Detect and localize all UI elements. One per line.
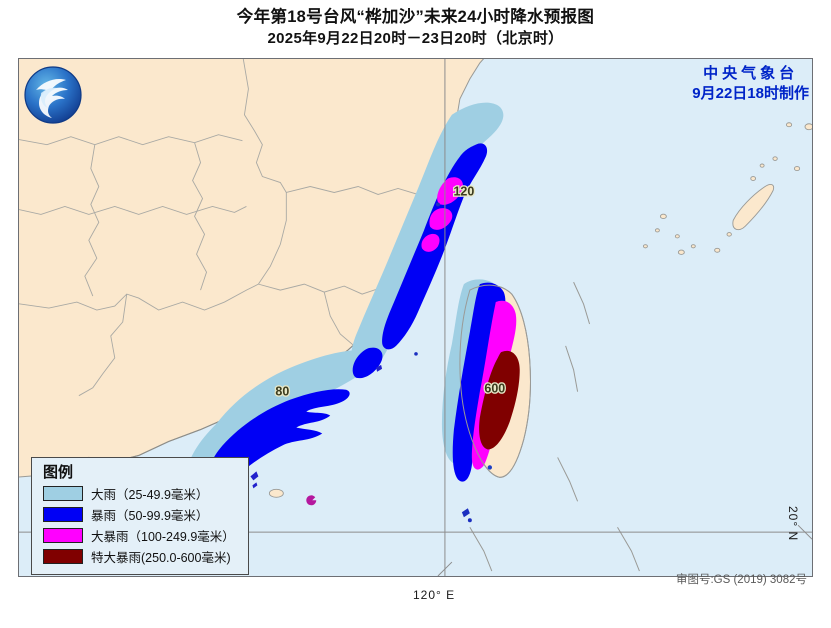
- latitude-label: 20° N: [786, 506, 800, 542]
- precip-zone-guangdong-heavy-rain: [184, 349, 375, 491]
- contour-label-80: 80: [275, 385, 289, 399]
- legend-title: 图例: [43, 464, 74, 481]
- legend-swatch-extreme-rainstorm: [43, 549, 83, 564]
- legend-swatch-heavy-rain: [43, 486, 83, 501]
- offshore-island-markers: [250, 202, 493, 523]
- agency-name: 中央气象台: [703, 65, 799, 82]
- legend-item-heavy-rainstorm: 大暴雨（100-249.9毫米）: [43, 525, 248, 546]
- legend-item-heavy-rain: 大雨（25-49.9毫米）: [43, 483, 248, 504]
- legend-label-heavy-rainstorm: 大暴雨（100-249.9毫米）: [91, 530, 235, 544]
- legend-swatch-rainstorm: [43, 507, 83, 522]
- precip-zone-fujian-heavy-rainstorm-2: [429, 208, 453, 230]
- agency-produced-time: 9月22日18时制作: [692, 85, 809, 102]
- southern-islands: [268, 488, 284, 498]
- map-approval-number: 审图号:GS (2019) 3082号: [675, 574, 807, 586]
- legend-item-rainstorm: 暴雨（50-99.9毫米）: [43, 504, 248, 525]
- graticule-tick-marks: [437, 524, 812, 576]
- precip-zone-fujian-heavy-rainstorm-3: [421, 233, 440, 252]
- legend-item-extreme-rainstorm: 特大暴雨(250.0-600毫米): [43, 546, 248, 567]
- contour-value-labels: 120 80 600: [274, 183, 506, 400]
- longitude-label: 120° E: [413, 588, 456, 602]
- legend-label-extreme-rainstorm: 特大暴雨(250.0-600毫米): [91, 551, 231, 565]
- cma-dragon-logo: [24, 66, 82, 124]
- legend-label-heavy-rain: 大雨（25-49.9毫米）: [91, 488, 209, 502]
- contour-label-120: 120: [453, 184, 474, 198]
- precip-zone-fujian-rainstorm-south: [352, 347, 383, 379]
- legend-label-rainstorm: 暴雨（50-99.9毫米）: [91, 509, 209, 523]
- maritime-boundary-lines: [469, 281, 640, 572]
- legend-swatch-heavy-rainstorm: [43, 528, 83, 543]
- legend: 图例 大雨（25-49.9毫米） 暴雨（50-99.9毫米） 大暴雨（100-2…: [31, 457, 249, 575]
- page-title: 今年第18号台风“桦加沙”未来24小时降水预报图 2025年9月22日20时－2…: [0, 0, 831, 56]
- taiwan-outline-overlay: [459, 284, 531, 478]
- title-line-2: 2025年9月22日20时－23日20时（北京时）: [267, 30, 564, 47]
- precip-zone-fujian-heavy-rainstorm: [437, 177, 463, 205]
- ryukyu-islands: [642, 122, 812, 255]
- contour-label-600: 600: [484, 382, 505, 396]
- agency-attribution: 中央气象台 9月22日18时制作: [692, 64, 809, 104]
- precip-zone-taiwan-extreme-rainstorm: [479, 350, 520, 450]
- title-line-1: 今年第18号台风“桦加沙”未来24小时降水预报图: [236, 8, 595, 26]
